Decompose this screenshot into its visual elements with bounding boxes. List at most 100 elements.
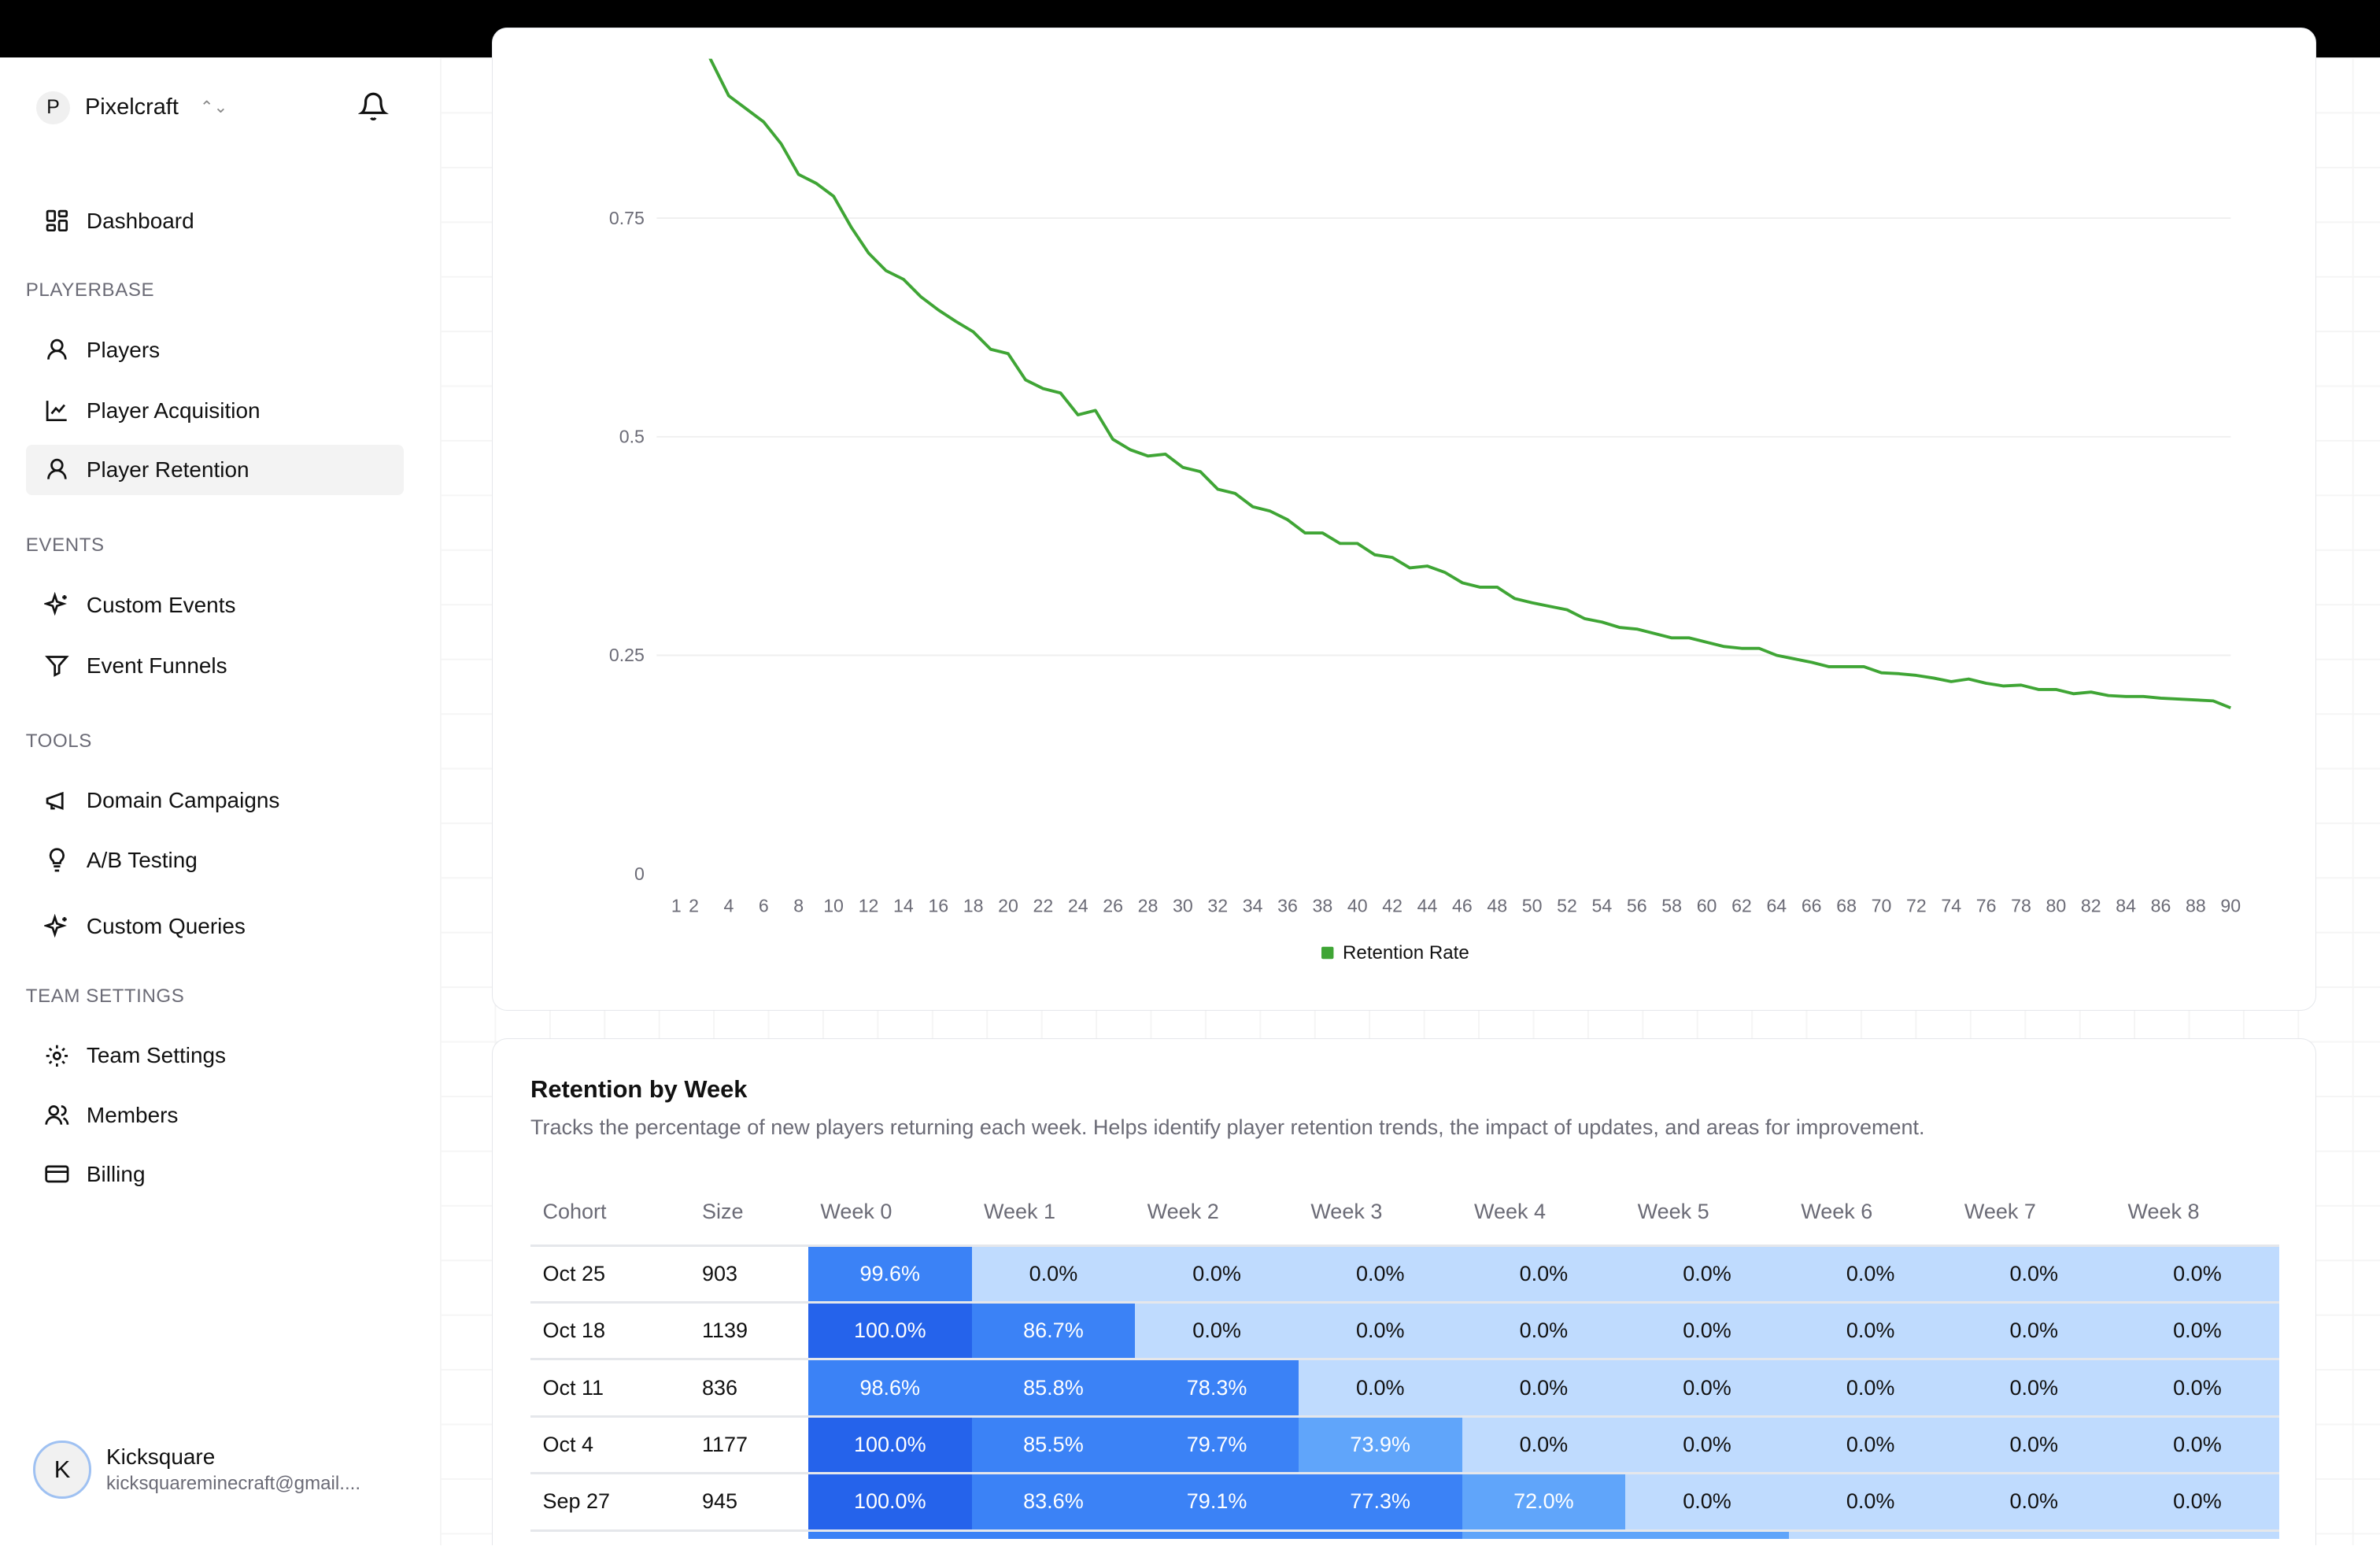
- retention-cell: 0.0%: [1952, 1359, 2116, 1418]
- sidebar-item-label: Player Retention: [86, 457, 249, 482]
- dashboard-icon: [46, 209, 68, 232]
- retention-cell: [1462, 1530, 1626, 1540]
- x-tick-label: 56: [1627, 895, 1647, 915]
- cohort-cell: Oct 25: [530, 1245, 690, 1304]
- x-tick-label: 8: [793, 895, 804, 915]
- user-icon: [47, 338, 67, 360]
- x-tick-label: 82: [2081, 895, 2101, 915]
- retention-cell: 0.0%: [1625, 1473, 1789, 1532]
- retention-cell: 0.0%: [1788, 1245, 1953, 1304]
- user-name: Kicksquare: [105, 1444, 216, 1469]
- x-tick-label: 88: [2186, 895, 2206, 915]
- sidebar-item-player-retention[interactable]: Player Retention: [25, 445, 404, 495]
- sidebar-item-label: Domain Campaigns: [86, 788, 280, 813]
- column-header: Cohort: [530, 1178, 690, 1247]
- y-tick-label: 0.5: [619, 426, 645, 446]
- sidebar-item-label: Player Acquisition: [86, 398, 261, 423]
- retention-cell: 85.8%: [971, 1359, 1136, 1418]
- y-tick-label: 0.75: [609, 208, 645, 228]
- x-tick-label: 28: [1137, 895, 1158, 915]
- workspace-switcher[interactable]: P Pixelcraft ⌃⌄: [36, 91, 227, 125]
- sidebar-item-domain-campaigns[interactable]: Domain Campaigns: [26, 776, 404, 827]
- retention-cell: 0.0%: [1788, 1473, 1953, 1532]
- retention-cell: 72.0%: [1462, 1473, 1626, 1532]
- retention-chart-card: 0 0.25 0.5 0.75 1 2 4 6 8 10 12 14 16 18 20 22 24 26 28 30 3…: [491, 27, 2317, 1012]
- cohort-cell: Oct 11: [530, 1359, 690, 1418]
- column-header: Week 7: [1952, 1178, 2116, 1247]
- x-tick-label: 44: [1417, 895, 1437, 915]
- retention-cell: 78.3%: [1135, 1359, 1299, 1418]
- x-tick-label: 70: [1871, 895, 1891, 915]
- retention-by-week-card: Retention by Week Tracks the percentage …: [491, 1038, 2317, 1546]
- retention-cell: 0.0%: [1625, 1359, 1789, 1418]
- x-tick-label: 14: [893, 895, 914, 915]
- user-menu[interactable]: K Kicksquare kicksquareminecraft@gmail..…: [33, 1441, 361, 1499]
- sidebar-item-player-acquisition[interactable]: Player Acquisition: [26, 386, 404, 436]
- table-row: Oct 4 1177 100.0% 85.5% 79.7% 73.9% 0.0% 0.0% 0.…: [530, 1416, 2279, 1475]
- retention-cell: 0.0%: [1625, 1302, 1789, 1361]
- workspace-name: Pixelcraft: [84, 94, 179, 120]
- y-tick-label: 0.25: [609, 645, 645, 665]
- retention-table: Cohort Size Week 0 Week 1 Week 2 Week 3 Week 4…: [530, 1178, 2279, 1540]
- sidebar-item-custom-queries[interactable]: Custom Queries: [26, 902, 404, 952]
- sparkles-icon: [43, 914, 67, 938]
- retention-cell: 0.0%: [1135, 1302, 1299, 1361]
- x-tick-label: 2: [689, 895, 699, 915]
- x-tick-label: 66: [1802, 895, 1822, 915]
- retention-cell: 0.0%: [1952, 1245, 2116, 1304]
- bell-icon[interactable]: [358, 91, 389, 122]
- section-playerbase: PLAYERBASE: [25, 279, 155, 301]
- sparkles-icon: [43, 592, 67, 616]
- retention-cell: 0.0%: [1788, 1302, 1953, 1361]
- sidebar-item-label: Team Settings: [86, 1043, 227, 1068]
- sidebar-item-team-settings[interactable]: Team Settings: [26, 1031, 404, 1082]
- retention-cell: 86.7%: [971, 1302, 1136, 1361]
- x-tick-label: 32: [1207, 895, 1228, 915]
- user-email: kicksquareminecraft@gmail....: [105, 1472, 361, 1494]
- size-cell: 836: [689, 1359, 808, 1418]
- lightbulb-icon: [49, 848, 65, 872]
- series-line: [708, 58, 2231, 709]
- cohort-cell: Oct 18: [530, 1302, 690, 1361]
- column-header: Week 3: [1298, 1178, 1462, 1247]
- retention-cell: 0.0%: [1462, 1302, 1626, 1361]
- sidebar-item-custom-events[interactable]: Custom Events: [26, 580, 404, 631]
- size-cell: 1177: [689, 1416, 808, 1475]
- main-content: 0 0.25 0.5 0.75 1 2 4 6 8 10 12 14 16 18 20 22 24 26 28 30 3…: [440, 27, 2380, 1546]
- x-tick-label: 6: [759, 895, 769, 915]
- sidebar-item-players[interactable]: Players: [26, 325, 404, 375]
- x-tick-label: 12: [858, 895, 878, 915]
- card-description: Tracks the percentage of new players ret…: [530, 1115, 1925, 1139]
- sidebar-item-event-funnels[interactable]: Event Funnels: [26, 641, 404, 691]
- sidebar-item-ab-testing[interactable]: A/B Testing: [26, 835, 404, 886]
- column-header: Week 8: [2116, 1178, 2279, 1247]
- retention-cell: 0.0%: [1462, 1359, 1626, 1418]
- funnel-icon: [45, 656, 69, 678]
- cohort-cell: Sep 27: [530, 1473, 690, 1532]
- x-tick-label: 68: [1836, 895, 1857, 915]
- retention-cell: 0.0%: [1625, 1416, 1789, 1475]
- column-header: Week 6: [1788, 1178, 1953, 1247]
- x-tick-label: 86: [2150, 895, 2171, 915]
- megaphone-icon: [46, 791, 64, 810]
- x-tick-label: 58: [1661, 895, 1682, 915]
- x-tick-label: 48: [1487, 895, 1507, 915]
- retention-line-chart: 00.250.50.751 2 4 6 8 10 12 14 16 18 20 22 24 26 28 30 3…: [609, 58, 2241, 963]
- size-cell: 903: [689, 1245, 808, 1304]
- sidebar-item-billing[interactable]: Billing: [26, 1149, 404, 1200]
- retention-cell: 0.0%: [2116, 1302, 2279, 1361]
- x-tick-label: 46: [1452, 895, 1473, 915]
- retention-cell: 0.0%: [1462, 1416, 1626, 1475]
- section-tools: TOOLS: [25, 730, 92, 752]
- table-row: Oct 11 836 98.6% 85.8% 78.3% 0.0% 0.0% 0.0% 0.0%…: [530, 1359, 2279, 1418]
- y-tick-label: 0: [634, 864, 645, 884]
- line-chart-icon: [46, 401, 67, 422]
- x-tick-label: 1: [671, 895, 682, 915]
- size-cell: 1139: [689, 1302, 808, 1361]
- retention-cell: 0.0%: [1788, 1359, 1953, 1418]
- retention-cell: 0.0%: [1298, 1302, 1462, 1361]
- retention-cell: 98.6%: [808, 1359, 972, 1418]
- retention-cell: 99.6%: [808, 1245, 972, 1304]
- sidebar-item-dashboard[interactable]: Dashboard: [26, 196, 404, 246]
- sidebar-item-members[interactable]: Members: [26, 1090, 404, 1141]
